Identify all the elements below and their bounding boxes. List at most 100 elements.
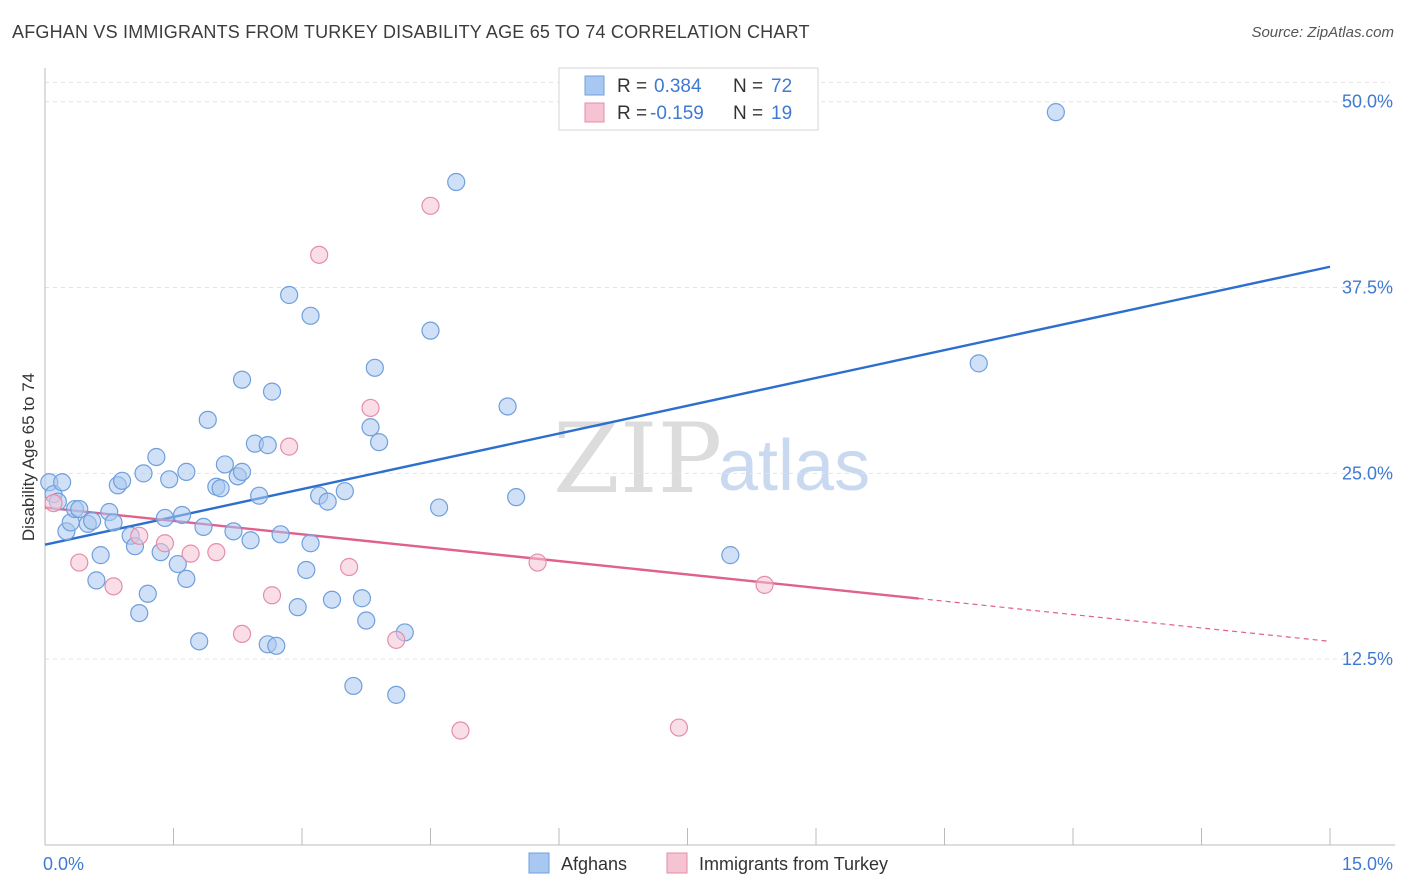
legend-n-label-1: N = — [733, 76, 763, 97]
point-afghans-42 — [258, 436, 277, 455]
point-afghans-46 — [271, 525, 290, 544]
point-turkey-10 — [310, 245, 329, 264]
point-afghans-20 — [138, 584, 157, 603]
point-afghans-62 — [387, 685, 406, 704]
point-afghans-58 — [357, 611, 376, 630]
point-afghans-41 — [250, 486, 269, 505]
point-afghans-10 — [87, 571, 106, 590]
grid-lines — [45, 81, 1390, 660]
point-turkey-2 — [104, 577, 123, 596]
point-afghans-71 — [1046, 103, 1065, 122]
point-afghans-26 — [172, 505, 192, 525]
point-turkey-0 — [44, 493, 63, 513]
point-turkey-4 — [155, 534, 175, 553]
trend-line-turkey-extension — [918, 597, 1331, 642]
x-tick-label-0: 0.0% — [43, 854, 84, 874]
legend-r-value-1: 0.384 — [654, 76, 702, 97]
y-tick-label-1: 25.0% — [1342, 463, 1393, 483]
point-afghans-13 — [104, 513, 123, 532]
watermark-zip: ZIP — [553, 403, 722, 515]
legend-swatch-turkey — [584, 102, 605, 123]
point-afghans-47 — [280, 285, 299, 305]
legend-n-label-2: N = — [733, 103, 763, 124]
point-afghans-9 — [83, 511, 102, 531]
point-afghans-38 — [232, 370, 252, 389]
point-afghans-18 — [130, 603, 149, 623]
point-afghans-34 — [215, 455, 234, 474]
point-turkey-18 — [755, 575, 774, 594]
y-tick-label-3: 50.0% — [1342, 92, 1393, 112]
data-points — [40, 103, 1065, 740]
point-afghans-50 — [301, 306, 320, 325]
point-afghans-69 — [721, 546, 740, 565]
point-afghans-45 — [267, 636, 286, 655]
stats-legend: R = 0.384 N = 72 R = -0.159 N = 19 — [558, 67, 819, 131]
point-afghans-51 — [301, 534, 320, 553]
point-afghans-15 — [112, 471, 132, 490]
point-afghans-24 — [160, 470, 179, 489]
point-afghans-56 — [344, 676, 363, 696]
point-afghans-68 — [507, 488, 526, 507]
point-afghans-11 — [91, 546, 110, 565]
y-tick-label-2: 37.5% — [1342, 278, 1393, 298]
axes — [44, 68, 1395, 846]
point-afghans-30 — [194, 517, 213, 536]
point-turkey-14 — [421, 196, 440, 215]
legend-n-value-1: 72 — [771, 76, 792, 97]
series-legend-swatch-afghans — [528, 852, 550, 874]
point-afghans-48 — [288, 598, 307, 617]
watermark-atlas: atlas — [718, 426, 870, 506]
y-tick-label-0: 12.5% — [1342, 649, 1393, 669]
point-afghans-67 — [498, 397, 517, 416]
point-afghans-49 — [297, 560, 316, 580]
point-turkey-5 — [181, 544, 200, 563]
point-afghans-53 — [318, 492, 337, 511]
series-legend-label-turkey: Immigrants from Turkey — [699, 854, 888, 874]
x-tick-label-1: 15.0% — [1342, 854, 1393, 874]
legend-r-value-2: -0.159 — [650, 103, 704, 124]
legend-r-label-2: R = — [617, 103, 647, 124]
point-afghans-61 — [370, 433, 389, 452]
legend-r-label-1: R = — [617, 76, 647, 97]
point-turkey-3 — [130, 526, 149, 545]
point-afghans-44 — [262, 382, 282, 401]
point-turkey-16 — [528, 553, 547, 572]
point-turkey-9 — [280, 437, 299, 456]
point-afghans-70 — [969, 354, 988, 373]
point-afghans-39 — [241, 531, 260, 550]
point-afghans-29 — [190, 632, 209, 651]
legend-n-value-2: 19 — [771, 103, 792, 124]
point-afghans-65 — [429, 498, 449, 517]
point-afghans-23 — [155, 508, 175, 528]
point-afghans-64 — [421, 321, 440, 340]
point-turkey-17 — [669, 718, 689, 737]
series-legend-label-afghans: Afghans — [561, 854, 627, 874]
legend-swatch-afghans — [584, 75, 605, 96]
point-afghans-60 — [365, 358, 384, 377]
point-afghans-27 — [177, 569, 196, 589]
point-turkey-12 — [361, 398, 380, 418]
point-afghans-55 — [335, 482, 354, 501]
point-afghans-31 — [198, 410, 217, 429]
point-turkey-15 — [451, 721, 470, 740]
source-credit: Source: ZipAtlas.com — [1251, 24, 1394, 41]
point-afghans-19 — [134, 464, 153, 483]
series-legend-swatch-turkey — [666, 852, 688, 874]
point-afghans-3 — [53, 473, 72, 492]
point-turkey-11 — [340, 557, 359, 577]
point-turkey-1 — [70, 553, 89, 572]
point-turkey-8 — [262, 586, 282, 605]
point-afghans-54 — [322, 590, 342, 609]
point-afghans-21 — [147, 447, 166, 467]
series-legend: Afghans Immigrants from Turkey — [528, 852, 888, 874]
point-turkey-13 — [387, 630, 406, 649]
point-turkey-7 — [232, 624, 252, 644]
point-afghans-35 — [224, 522, 243, 541]
point-afghans-37 — [232, 462, 252, 481]
point-afghans-57 — [352, 589, 372, 608]
point-afghans-28 — [177, 462, 196, 481]
point-afghans-7 — [70, 499, 89, 519]
point-afghans-33 — [211, 479, 230, 498]
y-axis-title: Disability Age 65 to 74 — [19, 373, 38, 541]
